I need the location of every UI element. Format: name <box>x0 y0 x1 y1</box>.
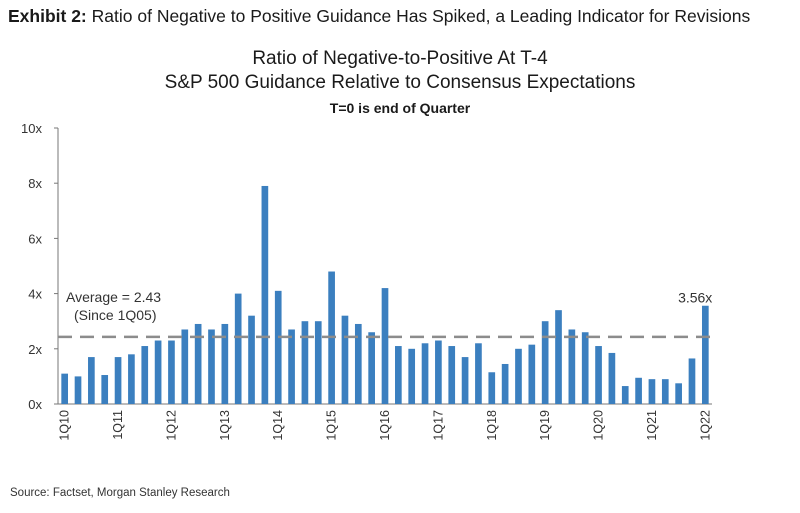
y-tick-label: 0x <box>28 397 42 412</box>
bar-2Q19 <box>555 310 562 404</box>
y-tick-label: 2x <box>28 342 42 357</box>
average-label: Average = 2.43 <box>66 289 161 305</box>
bar-3Q16 <box>408 348 416 404</box>
x-tick-label: 1Q16 <box>378 410 392 441</box>
bar-2Q21 <box>661 379 669 404</box>
bar-4Q18 <box>528 344 536 404</box>
bar-4Q16 <box>421 343 429 404</box>
bar-2Q18 <box>501 363 509 404</box>
y-tick-label: 10x <box>21 121 42 136</box>
bar-4Q10 <box>101 375 109 404</box>
average-label-note: (Since 1Q05) <box>74 307 156 323</box>
x-tick-label: 1Q18 <box>485 410 499 441</box>
bar-2Q17 <box>448 346 456 404</box>
x-tick-label: 1Q21 <box>645 410 659 441</box>
bar-3Q19 <box>568 329 576 404</box>
x-tick-label: 1Q10 <box>58 410 72 441</box>
chart-note: T=0 is end of Quarter <box>329 100 471 116</box>
bar-1Q20 <box>595 346 602 404</box>
bar-3Q21 <box>675 383 682 404</box>
bar-4Q20 <box>635 377 642 404</box>
bar-2Q16 <box>395 346 402 404</box>
bar-4Q14 <box>314 321 322 404</box>
bar-1Q22 <box>701 305 709 404</box>
bar-4Q15 <box>368 332 375 404</box>
bar-2Q14 <box>288 329 295 404</box>
bar-1Q17 <box>435 340 442 404</box>
bar-4Q11 <box>154 340 162 404</box>
x-tick-label: 1Q22 <box>698 410 712 441</box>
y-tick-label: 8x <box>28 176 42 191</box>
bar-1Q18 <box>488 372 496 404</box>
source-note: Source: Factset, Morgan Stanley Research <box>10 487 230 499</box>
bar-3Q17 <box>461 357 469 404</box>
bar-3Q11 <box>141 346 149 404</box>
bar-3Q18 <box>515 348 522 404</box>
bar-4Q13 <box>261 185 269 404</box>
bar-2Q13 <box>234 293 242 404</box>
x-tick-label: 1Q12 <box>164 410 178 441</box>
bar-1Q13 <box>221 323 229 404</box>
bar-1Q16 <box>381 288 389 404</box>
bar-1Q19 <box>541 321 549 404</box>
x-tick-label: 1Q17 <box>431 410 445 441</box>
bar-1Q21 <box>648 379 656 404</box>
bar-3Q15 <box>354 323 362 404</box>
x-tick-label: 1Q15 <box>325 410 339 441</box>
bar-4Q19 <box>581 332 589 404</box>
exhibit-heading: Ratio of Negative to Positive Guidance H… <box>91 6 751 26</box>
x-tick-label: 1Q19 <box>538 410 552 441</box>
bar-4Q12 <box>208 329 215 404</box>
bar-4Q21 <box>688 358 696 404</box>
bar-1Q10 <box>61 373 69 404</box>
y-tick-label: 6x <box>28 231 42 246</box>
chart-title: Ratio of Negative-to-Positive At T-4 <box>252 48 548 69</box>
x-tick-label: 1Q11 <box>111 410 125 440</box>
bar-2Q20 <box>608 352 616 404</box>
chart-subtitle: S&P 500 Guidance Relative to Consensus E… <box>164 72 636 93</box>
x-tick-label: 1Q13 <box>218 410 232 441</box>
bar-2Q12 <box>181 329 189 404</box>
bar-2Q10 <box>74 376 82 404</box>
bar-2Q11 <box>128 354 135 404</box>
bar-4Q17 <box>475 343 482 404</box>
bar-2Q15 <box>341 315 349 404</box>
y-tick-label: 4x <box>28 287 42 302</box>
x-tick-label: 1Q20 <box>592 410 606 441</box>
last-value-label: 3.56x <box>678 290 712 306</box>
bar-1Q14 <box>274 290 282 404</box>
x-tick-label: 1Q14 <box>271 410 285 441</box>
bar-3Q10 <box>88 357 95 404</box>
exhibit-title: Exhibit 2: Ratio of Negative to Positive… <box>8 6 750 27</box>
bar-3Q20 <box>621 386 629 404</box>
bar-3Q13 <box>248 315 255 404</box>
bar-1Q11 <box>114 357 122 404</box>
bar-3Q14 <box>301 321 309 404</box>
exhibit-label: Exhibit 2: <box>8 6 87 26</box>
bar-3Q12 <box>194 323 202 404</box>
bar-1Q12 <box>168 340 175 404</box>
